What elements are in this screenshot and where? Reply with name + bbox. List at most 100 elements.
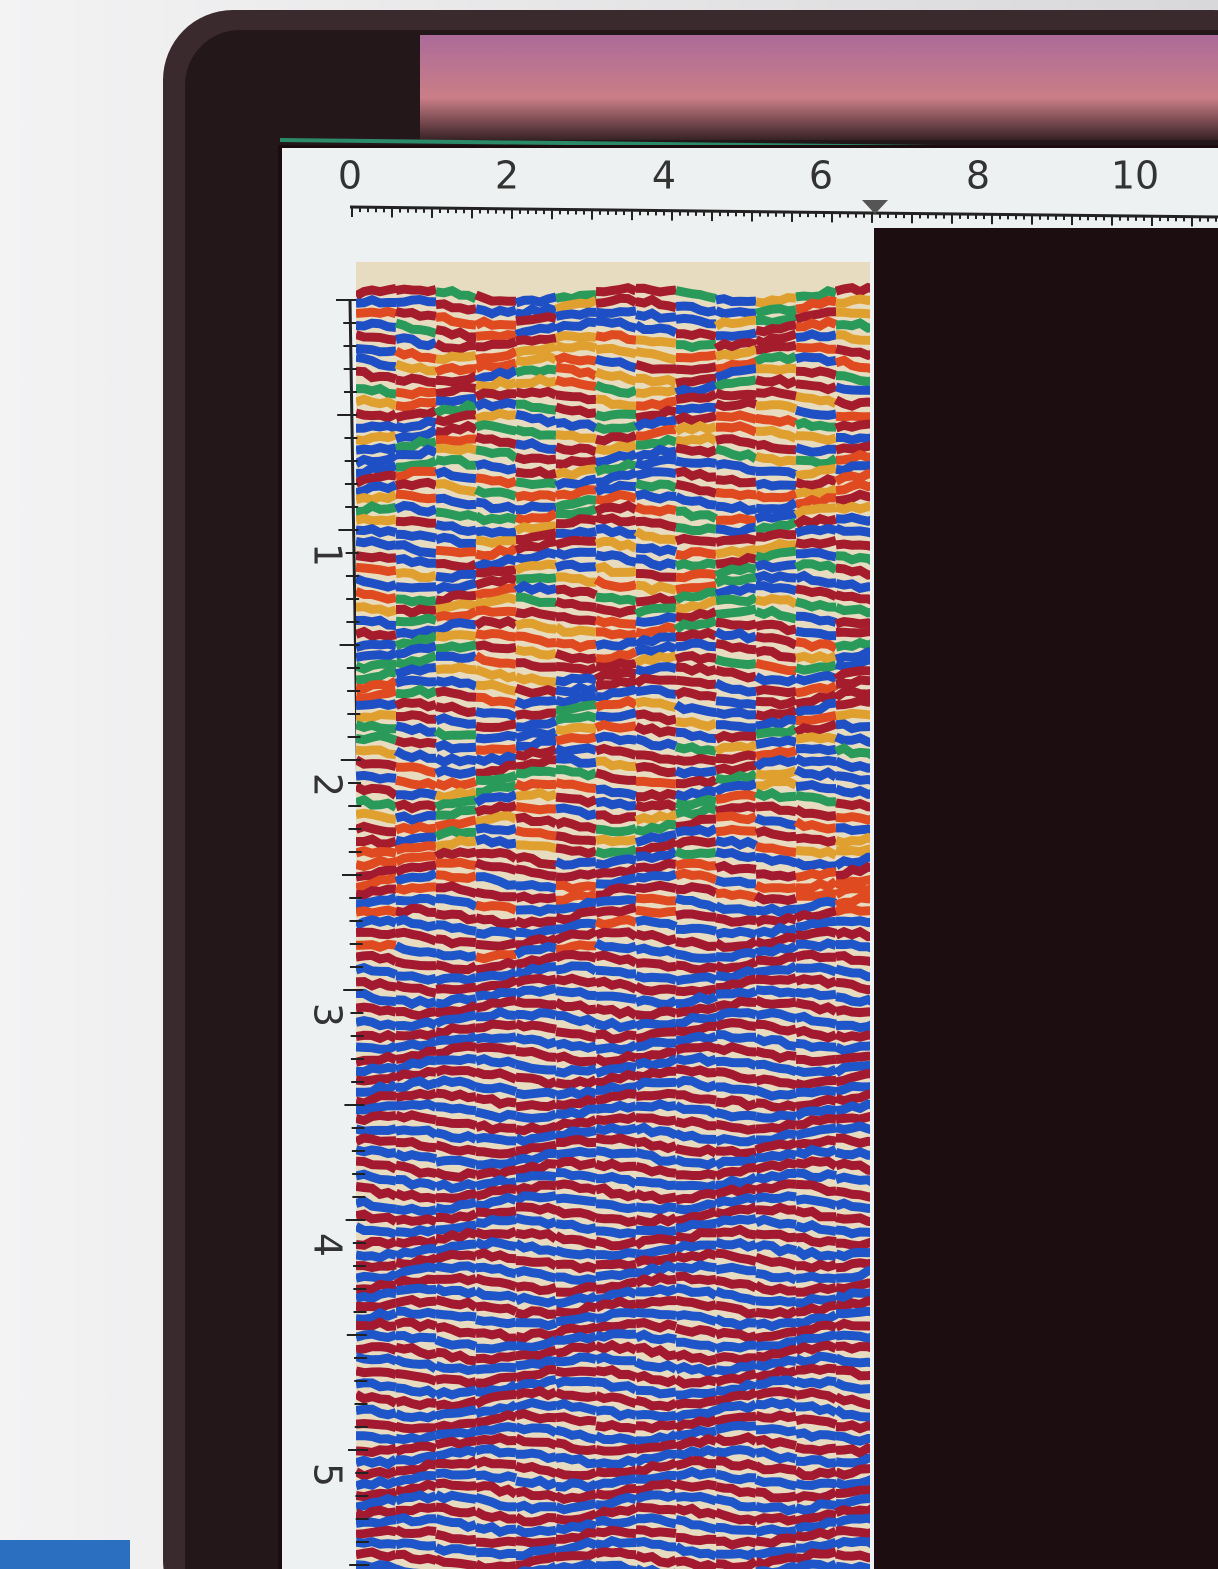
- reflection-band: [436, 574, 476, 578]
- reflection-band: [356, 932, 396, 934]
- reflection-band: [556, 541, 596, 545]
- reflection-band: [756, 1013, 796, 1019]
- reflection-band: [636, 1425, 676, 1429]
- reflection-band: [476, 531, 516, 533]
- top-ruler-label: 2: [495, 154, 519, 198]
- reflection-band: [396, 1115, 436, 1120]
- reflection-band: [756, 564, 796, 567]
- reflection-band: [596, 414, 636, 417]
- reflection-band: [716, 299, 756, 302]
- reflection-band: [676, 1401, 716, 1405]
- reflection-band: [556, 346, 596, 349]
- reflection-band: [756, 1538, 796, 1543]
- reflection-band: [756, 806, 796, 812]
- reflection-band: [676, 1484, 716, 1487]
- reflection-band: [836, 1323, 876, 1327]
- reflection-band: [516, 611, 556, 616]
- reflection-band: [836, 400, 876, 406]
- reflection-band: [836, 701, 876, 705]
- reflection-band: [356, 1394, 396, 1403]
- reflection-band: [556, 357, 596, 361]
- reflection-band: [756, 700, 796, 705]
- reflection-band: [356, 1138, 396, 1142]
- reflection-band: [516, 1233, 556, 1240]
- reflection-band: [836, 724, 876, 729]
- reflection-band: [836, 1138, 876, 1143]
- reflection-band: [676, 1223, 716, 1228]
- reflection-band: [756, 345, 796, 350]
- reflection-band: [836, 1010, 876, 1013]
- reflection-band: [676, 1121, 716, 1126]
- reflection-band: [436, 368, 476, 373]
- reflection-band: [396, 1033, 436, 1036]
- reflection-band: [636, 726, 676, 732]
- reflection-band: [556, 1371, 596, 1373]
- reflection-band: [476, 1152, 516, 1155]
- reflection-band: [596, 828, 636, 831]
- reflection-band: [476, 1333, 516, 1338]
- reflection-band: [516, 597, 556, 602]
- reflection-band: [396, 702, 436, 706]
- reflection-band: [796, 1140, 836, 1145]
- reflection-band: [476, 1449, 516, 1453]
- reflection-band: [636, 365, 676, 370]
- reflection-band: [476, 805, 516, 812]
- reflection-band: [636, 494, 676, 499]
- reflection-band: [396, 1401, 436, 1406]
- reflection-band: [556, 1277, 596, 1280]
- reflection-band: [716, 893, 756, 898]
- reflection-band: [516, 771, 556, 774]
- reflection-band: [396, 1507, 436, 1510]
- reflection-band: [836, 909, 876, 912]
- reflection-band: [716, 712, 756, 715]
- reflection-band: [676, 1057, 716, 1062]
- reflection-band: [476, 1346, 516, 1349]
- reflection-band: [516, 338, 556, 341]
- reflection-band: [836, 921, 876, 923]
- reflection-band: [436, 604, 476, 610]
- reflection-band: [796, 979, 836, 984]
- reflection-band: [396, 1336, 436, 1340]
- left-ruler-label: 1: [306, 543, 350, 567]
- reflection-band: [516, 1297, 556, 1303]
- reflection-band: [636, 986, 676, 991]
- reflection-band: [516, 506, 556, 510]
- reflection-band: [476, 1072, 516, 1080]
- reflection-band: [396, 680, 436, 683]
- reflection-band: [596, 868, 636, 875]
- reflection-band: [676, 1159, 716, 1165]
- reflection-band: [396, 410, 436, 417]
- reflection-band: [556, 862, 596, 866]
- reflection-band: [396, 793, 436, 796]
- reflection-band: [556, 642, 596, 647]
- reflection-band: [396, 1012, 436, 1016]
- reflection-band: [356, 506, 396, 512]
- reflection-band: [356, 851, 396, 854]
- reflection-band: [596, 1552, 636, 1555]
- reflection-band: [476, 1098, 516, 1104]
- reflection-band: [476, 1541, 516, 1543]
- reflection-band: [436, 1401, 476, 1407]
- reflection-band: [476, 1564, 516, 1568]
- reflection-band: [716, 1139, 756, 1142]
- reflection-band: [356, 413, 396, 418]
- reflection-band: [476, 839, 516, 844]
- reflection-band: [516, 1427, 556, 1433]
- reflection-band: [396, 976, 436, 980]
- top-ruler-label: 10: [1111, 154, 1159, 198]
- reflection-band: [716, 479, 756, 483]
- reflection-band: [436, 770, 476, 774]
- reflection-band: [556, 447, 596, 452]
- reflection-band: [796, 1091, 836, 1093]
- reflection-band: [756, 514, 796, 519]
- reflection-band: [756, 1310, 796, 1315]
- reflection-band: [636, 898, 676, 901]
- reflection-band: [836, 517, 876, 521]
- reflection-band: [836, 444, 876, 450]
- reflection-band: [636, 963, 676, 967]
- reflection-band: [356, 1459, 396, 1464]
- reflection-band: [436, 820, 476, 827]
- reflection-band: [756, 493, 796, 497]
- reflection-band: [716, 1527, 756, 1530]
- reflection-band: [676, 667, 716, 671]
